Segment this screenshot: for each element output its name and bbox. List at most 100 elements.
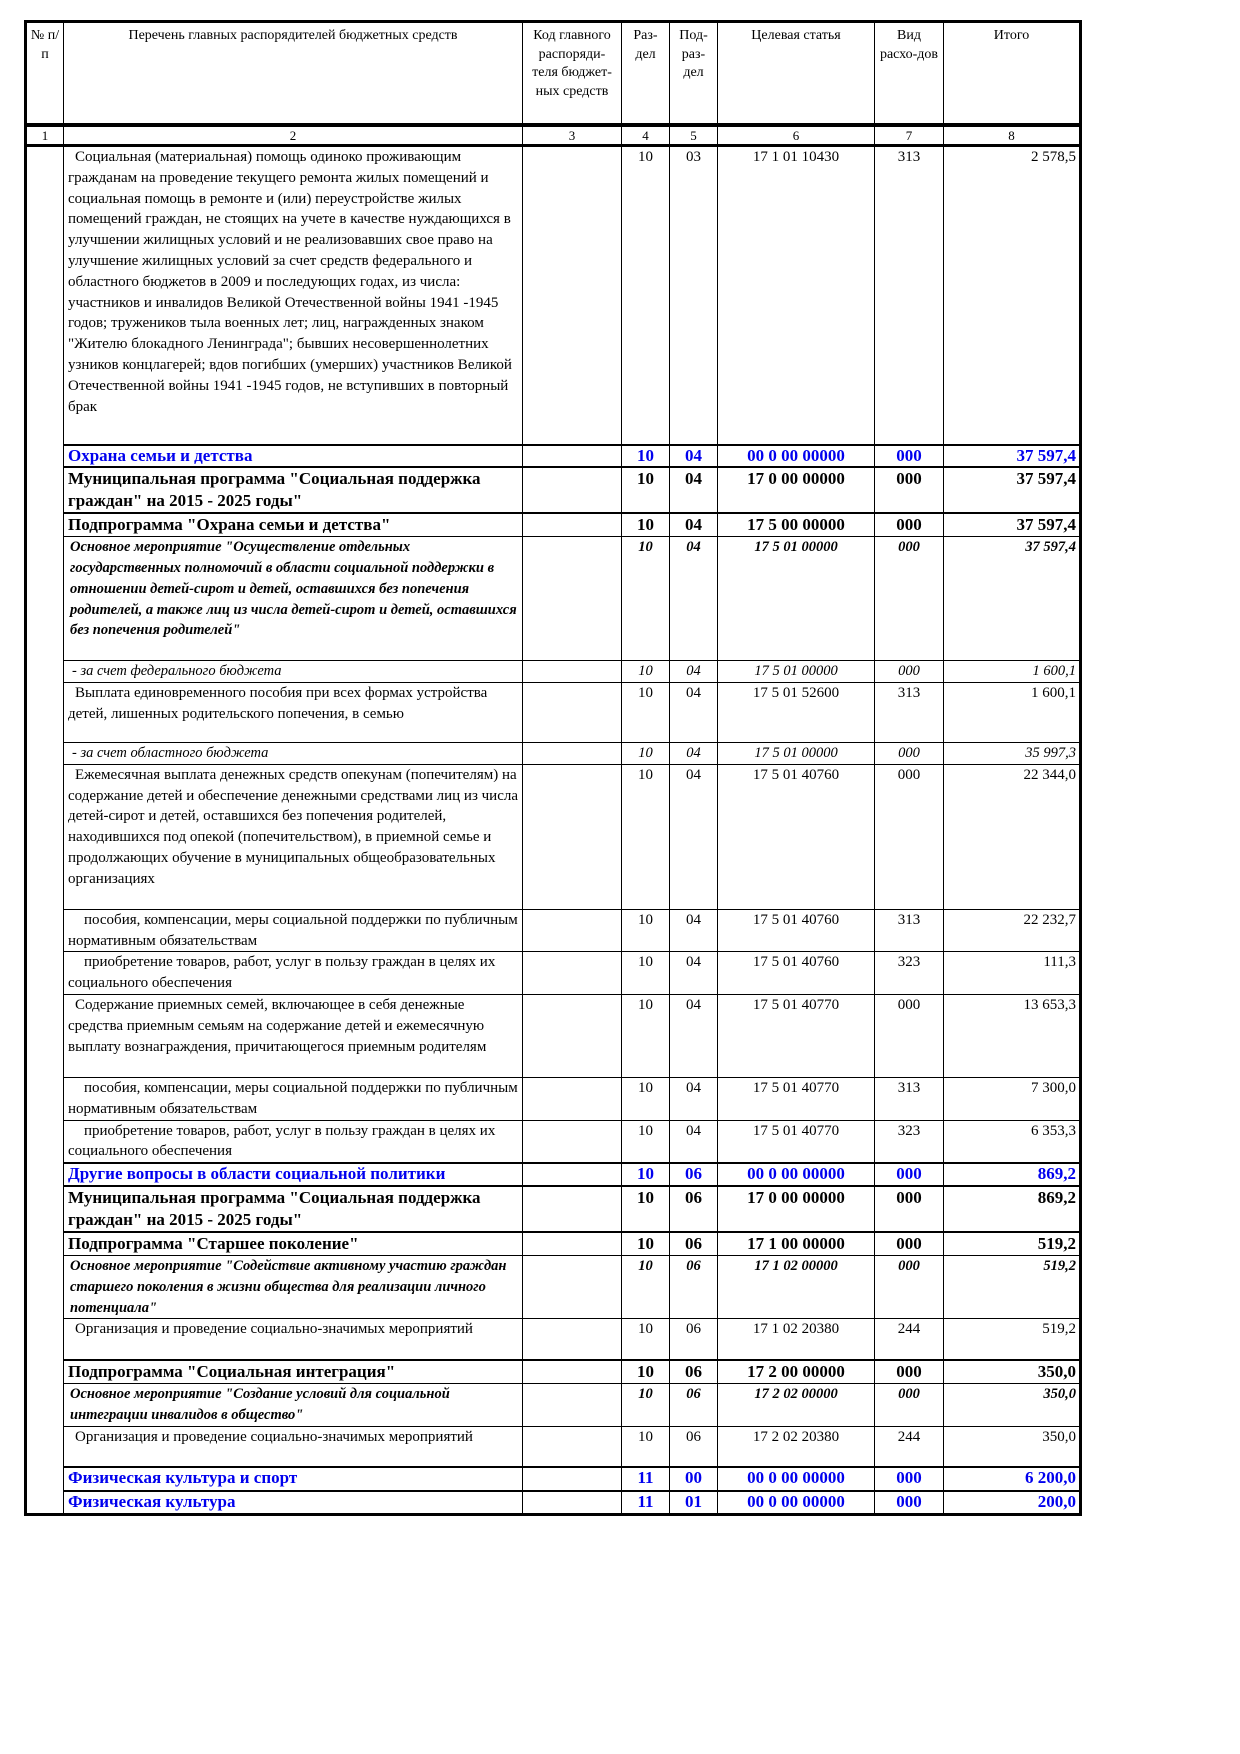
name-cell: приобретение товаров, работ, услуг в пол… [63, 1119, 523, 1164]
name-cell: Другие вопросы в области социальной поли… [63, 1162, 523, 1187]
number-cell [25, 1318, 64, 1360]
number-cell [25, 467, 64, 514]
podrazdel-cell: 03 [669, 145, 718, 445]
name-cell: Муниципальная программа "Социальная подд… [63, 466, 523, 514]
name-cell: приобретение товаров, работ, услуг в пол… [63, 951, 523, 996]
code-cell [522, 682, 622, 744]
column-number: 1 [25, 124, 64, 147]
table-row: Подпрограмма "Охрана семьи и детства" 10 0… [25, 512, 1081, 538]
code-cell [522, 1318, 622, 1361]
name-cell: Основное мероприятие "Создание условий д… [63, 1382, 523, 1427]
podrazdel-cell: 06 [669, 1425, 718, 1468]
name-cell: - за счет областного бюджета [63, 742, 523, 765]
expense-type-cell: 000 [874, 466, 944, 514]
total-cell: 200,0 [943, 1490, 1081, 1515]
number-cell [25, 444, 64, 468]
code-cell [522, 145, 622, 445]
total-cell: 37 597,4 [943, 536, 1081, 662]
header-expense-type: Вид расхо-дов [874, 21, 944, 127]
podrazdel-cell: 04 [669, 536, 718, 662]
name-cell: Организация и проведение социально-значи… [63, 1425, 523, 1468]
target-article-cell: 17 5 01 40770 [717, 1119, 875, 1164]
target-article-cell: 17 5 00 00000 [717, 512, 875, 538]
table-row: Организация и проведение социально-значи… [25, 1318, 1081, 1361]
expense-type-cell: 000 [874, 994, 944, 1079]
target-article-cell: 00 0 00 00000 [717, 1162, 875, 1187]
name-cell: Социальная (материальная) помощь одиноко… [63, 145, 523, 445]
number-cell [25, 1426, 64, 1468]
number-cell [25, 536, 64, 661]
podrazdel-cell: 04 [669, 512, 718, 538]
table-row: Выплата единовременного пособия при всех… [25, 682, 1081, 744]
code-cell [522, 536, 622, 662]
total-cell: 35 997,3 [943, 742, 1081, 765]
razdel-cell: 10 [621, 1382, 670, 1427]
podrazdel-cell: 04 [669, 908, 718, 953]
table-row: пособия, компенсации, меры социальной по… [25, 908, 1081, 953]
razdel-cell: 10 [621, 763, 670, 910]
table-row: - за счет федерального бюджета 10 04 17 5 0… [25, 660, 1081, 684]
expense-type-cell: 000 [874, 1185, 944, 1233]
name-cell: пособия, компенсации, меры социальной по… [63, 1077, 523, 1121]
header-podrazdel: Под-раз-дел [669, 21, 718, 127]
table-row: пособия, компенсации, меры социальной по… [25, 1077, 1081, 1121]
number-cell [25, 909, 64, 952]
table-row: Организация и проведение социально-значи… [25, 1425, 1081, 1468]
expense-type-cell: 000 [874, 1358, 944, 1384]
expense-type-cell: 323 [874, 1119, 944, 1164]
table-row: Ежемесячная выплата денежных средств опе… [25, 763, 1081, 910]
podrazdel-cell: 04 [669, 682, 718, 744]
total-cell: 869,2 [943, 1185, 1081, 1233]
number-cell [25, 994, 64, 1078]
expense-type-cell: 000 [874, 1231, 944, 1257]
code-cell [522, 742, 622, 765]
name-cell: Основное мероприятие "Содействие активно… [63, 1255, 523, 1320]
podrazdel-cell: 06 [669, 1358, 718, 1384]
number-cell [25, 1120, 64, 1164]
razdel-cell: 10 [621, 908, 670, 953]
expense-type-cell: 000 [874, 1466, 944, 1492]
number-cell [25, 660, 64, 683]
target-article-cell: 17 1 00 00000 [717, 1231, 875, 1257]
expense-type-cell: 313 [874, 145, 944, 445]
table-row: приобретение товаров, работ, услуг в пол… [25, 951, 1081, 996]
target-article-cell: 17 5 01 00000 [717, 660, 875, 684]
total-cell: 350,0 [943, 1382, 1081, 1427]
total-cell: 1 600,1 [943, 660, 1081, 684]
razdel-cell: 10 [621, 742, 670, 765]
total-cell: 7 300,0 [943, 1077, 1081, 1121]
total-cell: 350,0 [943, 1425, 1081, 1468]
number-cell [25, 145, 64, 445]
name-cell: Подпрограмма "Охрана семьи и детства" [63, 512, 523, 538]
total-cell: 22 344,0 [943, 763, 1081, 910]
target-article-cell: 17 5 01 40760 [717, 951, 875, 996]
razdel-cell: 10 [621, 1425, 670, 1468]
code-cell [522, 1162, 622, 1187]
code-cell [522, 443, 622, 468]
code-cell [522, 1185, 622, 1233]
header-target-article: Целевая статья [717, 21, 875, 127]
razdel-cell: 10 [621, 1077, 670, 1121]
razdel-cell: 10 [621, 951, 670, 996]
razdel-cell: 10 [621, 466, 670, 514]
table-row: Основное мероприятие "Осуществление отде… [25, 536, 1081, 662]
target-article-cell: 17 2 00 00000 [717, 1358, 875, 1384]
code-cell [522, 908, 622, 953]
podrazdel-cell: 04 [669, 742, 718, 765]
column-number: 8 [943, 124, 1081, 147]
table-row: Другие вопросы в области социальной поли… [25, 1162, 1081, 1187]
expense-type-cell: 000 [874, 512, 944, 538]
total-cell: 869,2 [943, 1162, 1081, 1187]
razdel-cell: 10 [621, 443, 670, 468]
target-article-cell: 17 5 01 40760 [717, 763, 875, 910]
name-cell: Организация и проведение социально-значи… [63, 1318, 523, 1361]
header-code: Код главного распоряди-теля бюджет-ных с… [522, 21, 622, 127]
code-cell [522, 466, 622, 514]
expense-type-cell: 313 [874, 682, 944, 744]
razdel-cell: 10 [621, 512, 670, 538]
total-cell: 37 597,4 [943, 512, 1081, 538]
total-cell: 2 578,5 [943, 145, 1081, 445]
code-cell [522, 1077, 622, 1121]
total-cell: 22 232,7 [943, 908, 1081, 953]
name-cell: Охрана семьи и детства [63, 443, 523, 468]
